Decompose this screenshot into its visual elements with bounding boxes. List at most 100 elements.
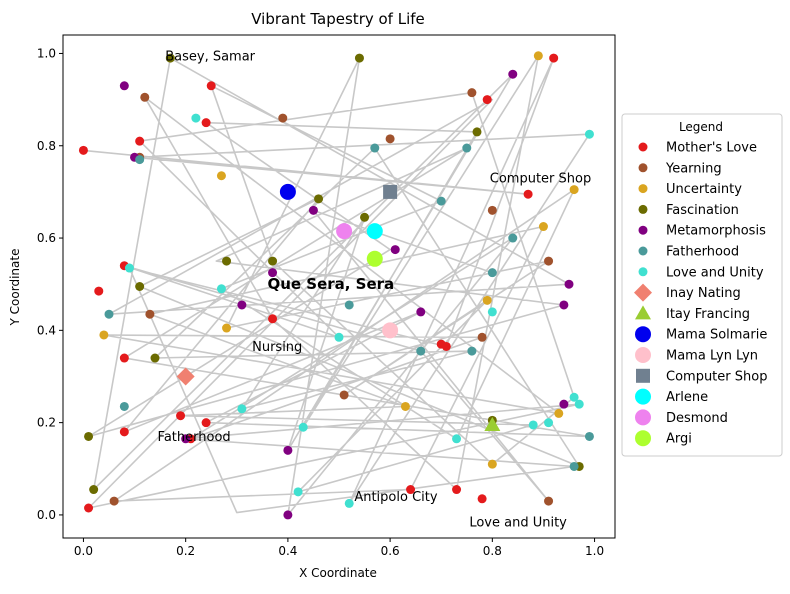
data-point [549, 53, 559, 63]
series-argi [366, 250, 383, 267]
data-point [109, 496, 119, 506]
plot-frame [62, 34, 616, 539]
annotation: Computer Shop [490, 172, 591, 187]
data-point [222, 323, 232, 333]
data-point [360, 212, 370, 222]
data-point [382, 322, 399, 339]
annotation: Fatherhood [158, 430, 231, 445]
data-point [416, 307, 426, 317]
data-point [544, 418, 554, 428]
legend-title: Legend [679, 120, 723, 134]
x-axis: 0.0 0.2 0.4 0.6 0.8 1.0 [74, 538, 604, 558]
data-point [140, 92, 150, 102]
data-point [441, 341, 451, 351]
x-axis-label: X Coordinate [299, 566, 377, 580]
data-point [150, 353, 160, 363]
data-point [268, 256, 278, 266]
data-point [569, 461, 579, 471]
y-tick-label: 0.2 [37, 416, 56, 430]
data-point [344, 300, 354, 310]
data-point [354, 53, 364, 63]
data-point [477, 494, 487, 504]
y-tick-label: 1.0 [37, 46, 56, 60]
legend-label: Love and Unity [666, 265, 764, 280]
data-point [84, 503, 94, 513]
legend-item-love-and-unity: Love and Unity [638, 265, 764, 280]
data-point [569, 185, 579, 195]
legend-item-itay-francing: Itay Francing [635, 305, 750, 322]
data-point [482, 95, 492, 105]
series-inay-nating [176, 367, 195, 386]
data-point [201, 418, 211, 428]
data-point [298, 422, 308, 432]
data-point [366, 250, 383, 267]
data-point [487, 459, 497, 469]
legend-label: Itay Francing [666, 307, 750, 322]
legend-label: Mama Lyn Lyn [666, 349, 758, 364]
legend-item-computer-shop: Computer Shop [636, 368, 767, 384]
legend-marker [635, 347, 651, 363]
legend-label: Mother's Love [666, 141, 757, 156]
annotation: Nursing [252, 340, 302, 355]
x-tick-label: 1.0 [585, 544, 604, 558]
data-point [554, 408, 564, 418]
legend-item-yearning: Yearning [638, 161, 722, 176]
data-point [484, 416, 501, 431]
data-point [436, 196, 446, 206]
data-point [181, 434, 191, 444]
x-tick-label: 0.4 [278, 544, 297, 558]
legend-marker [635, 409, 651, 426]
legend-item-fatherhood: Fatherhood [638, 245, 739, 260]
data-point [119, 401, 129, 411]
legend-label: Argi [666, 432, 692, 447]
data-point [385, 134, 395, 144]
data-point [191, 113, 201, 123]
data-point [135, 136, 145, 146]
legend-item-fascination: Fascination [638, 203, 739, 218]
legend-marker [638, 142, 648, 152]
data-point [533, 51, 543, 61]
y-tick-label: 0.6 [37, 231, 56, 245]
legend-item-arlene: Arlene [635, 388, 708, 405]
legend-marker [638, 204, 648, 214]
data-point [344, 498, 354, 508]
data-point [452, 434, 462, 444]
data-point [482, 295, 492, 305]
data-point [278, 113, 288, 123]
data-point [279, 183, 296, 200]
data-point [222, 256, 232, 266]
y-tick-label: 0.0 [37, 508, 56, 522]
annotation: Que Sera, Sera [267, 275, 394, 293]
legend-marker [635, 326, 651, 343]
legend-marker [638, 225, 648, 235]
legend-label: Uncertainty [666, 182, 742, 197]
data-point [176, 367, 195, 386]
legend-item-mama-solmarie: Mama Solmarie [635, 326, 767, 343]
x-tick-label: 0.0 [74, 544, 93, 558]
data-point [237, 300, 247, 310]
data-point [584, 129, 594, 139]
legend-label: Arlene [666, 390, 708, 405]
legend-item-inay-nating: Inay Nating [634, 283, 741, 302]
chart-title: Vibrant Tapestry of Life [251, 10, 425, 28]
legend-frame [621, 113, 783, 457]
annotation: Antipolo City [354, 490, 438, 505]
data-point [370, 143, 380, 153]
data-point [366, 223, 383, 240]
data-point [487, 268, 497, 278]
legend-item-mama-lyn-lyn: Mama Lyn Lyn [635, 347, 758, 364]
series-love-and-unity [124, 113, 594, 508]
data-point [135, 155, 145, 165]
legend-marker [636, 368, 650, 383]
data-point [135, 282, 145, 291]
data-point [94, 286, 104, 296]
plot-area: Basey, Samar Computer Shop Que Sera, Sera N… [78, 49, 594, 530]
data-point [400, 401, 410, 411]
legend-marker [635, 430, 651, 447]
data-point [472, 127, 482, 137]
data-point [544, 256, 554, 266]
data-point [462, 143, 472, 153]
data-point [308, 205, 318, 215]
legend-item-desmond: Desmond [635, 409, 728, 426]
data-point [416, 346, 426, 356]
